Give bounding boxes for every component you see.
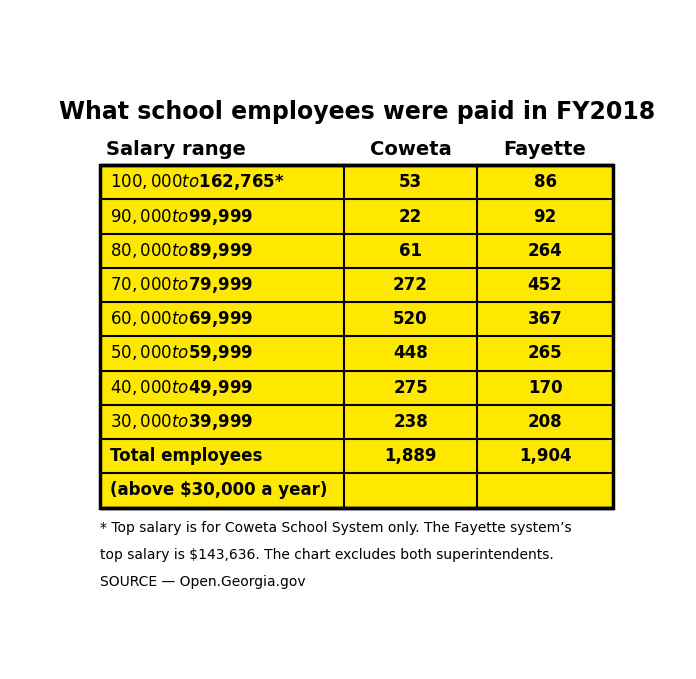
Text: top salary is $143,636. The chart excludes both superintendents.: top salary is $143,636. The chart exclud… xyxy=(100,548,554,562)
Text: $70,000 to $79,999: $70,000 to $79,999 xyxy=(110,275,253,295)
Text: 170: 170 xyxy=(528,379,562,397)
Text: $80,000 to $89,999: $80,000 to $89,999 xyxy=(110,241,253,261)
Text: $30,000 to $39,999: $30,000 to $39,999 xyxy=(110,412,253,432)
Text: $60,000 to $69,999: $60,000 to $69,999 xyxy=(110,309,253,329)
Text: $90,000 to $99,999: $90,000 to $99,999 xyxy=(110,206,253,227)
Text: 520: 520 xyxy=(393,310,428,328)
Text: 272: 272 xyxy=(393,276,428,294)
Text: Total employees: Total employees xyxy=(110,447,262,465)
Text: What school employees were paid in FY2018: What school employees were paid in FY201… xyxy=(58,100,655,124)
Text: SOURCE — Open.Georgia.gov: SOURCE — Open.Georgia.gov xyxy=(100,575,306,589)
Text: 264: 264 xyxy=(528,242,562,260)
Text: 1,889: 1,889 xyxy=(384,447,437,465)
Text: 448: 448 xyxy=(393,344,428,363)
Text: 208: 208 xyxy=(528,413,562,431)
Text: (above $30,000 a year): (above $30,000 a year) xyxy=(110,481,328,500)
Text: Salary range: Salary range xyxy=(106,140,246,159)
Text: 367: 367 xyxy=(528,310,562,328)
Text: * Top salary is for Coweta School System only. The Fayette system’s: * Top salary is for Coweta School System… xyxy=(100,521,572,534)
Text: $40,000 to $49,999: $40,000 to $49,999 xyxy=(110,378,253,398)
Text: 238: 238 xyxy=(393,413,428,431)
Text: $100,000 to $162,765*: $100,000 to $162,765* xyxy=(110,172,285,192)
Text: 61: 61 xyxy=(399,242,422,260)
Text: 53: 53 xyxy=(399,173,422,191)
Text: Coweta: Coweta xyxy=(370,140,452,159)
Text: 275: 275 xyxy=(393,379,428,397)
Text: 452: 452 xyxy=(528,276,562,294)
Text: 86: 86 xyxy=(534,173,557,191)
Text: Fayette: Fayette xyxy=(504,140,587,159)
Text: $50,000 to $59,999: $50,000 to $59,999 xyxy=(110,344,253,363)
Text: 265: 265 xyxy=(528,344,562,363)
Bar xyxy=(100,165,613,508)
Text: 92: 92 xyxy=(533,208,557,225)
Text: 1,904: 1,904 xyxy=(519,447,571,465)
Text: 22: 22 xyxy=(399,208,422,225)
